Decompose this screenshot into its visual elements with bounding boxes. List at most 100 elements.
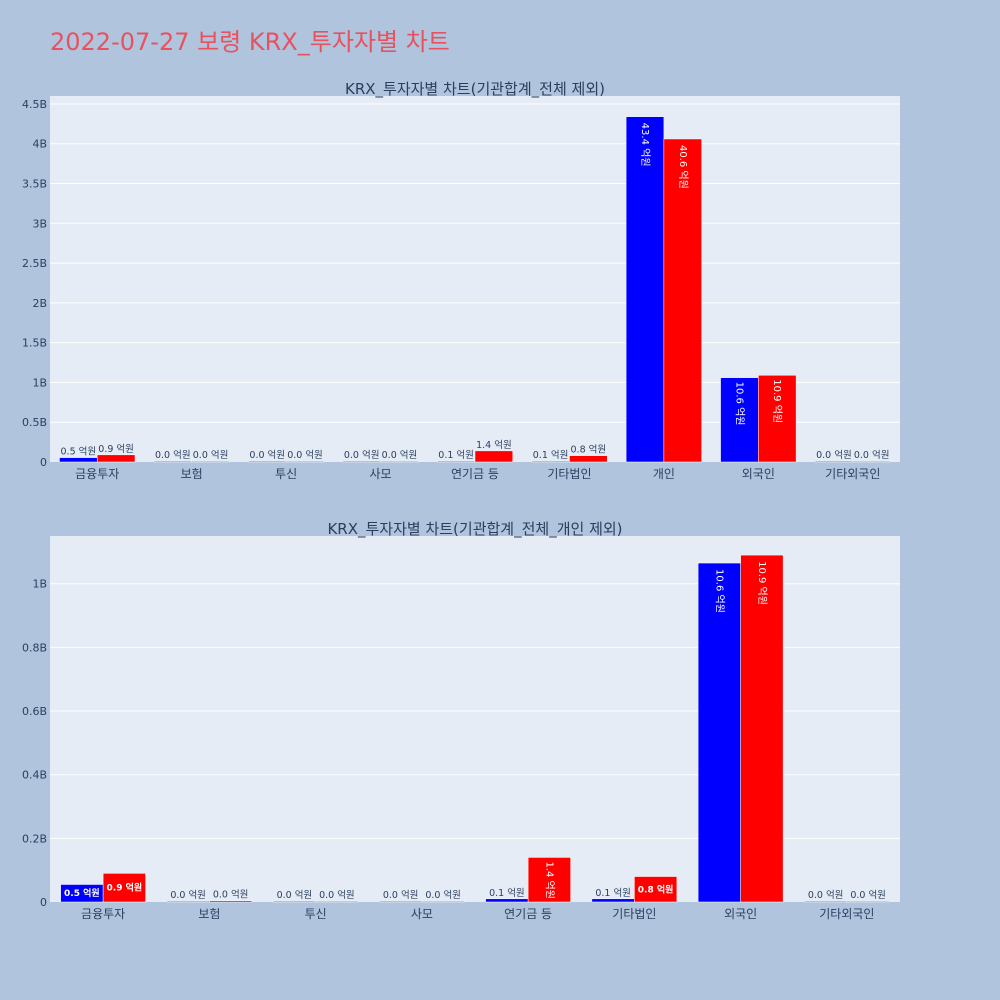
bar	[315, 900, 359, 903]
data-label: 10.9 억원	[771, 379, 783, 423]
y-tick-label: 2.5B	[22, 257, 47, 270]
bar	[342, 460, 381, 463]
bar	[814, 460, 854, 463]
bar	[153, 460, 192, 463]
y-tick-label: 0.8B	[22, 641, 47, 654]
data-label: 0.9 억원	[98, 443, 134, 455]
x-tick-label: 사모	[370, 467, 392, 481]
bar	[852, 460, 891, 463]
y-tick-label: 0.2B	[22, 832, 47, 845]
y-tick-label: 4.5B	[22, 98, 47, 111]
data-label: 0.0 억원	[170, 889, 206, 901]
bar	[102, 873, 146, 903]
bar	[697, 562, 741, 903]
data-label: 1.4 억원	[543, 861, 555, 898]
bar	[531, 460, 570, 463]
data-label: 0.0 억원	[850, 889, 886, 901]
data-label: 0.0 억원	[249, 449, 285, 461]
y-tick-label: 1.5B	[22, 337, 47, 350]
chart-title: KRX_투자자별 차트(기관합계_전체_개인 제외)	[327, 520, 622, 539]
bar	[625, 116, 665, 463]
y-tick-label: 3B	[32, 217, 47, 230]
data-label: 0.0 억원	[383, 889, 419, 901]
data-label: 0.9 억원	[107, 882, 143, 894]
bar	[474, 450, 514, 463]
chart-top: 0 0.5B 1B 1.5B 2B 2.5B 3B 3.5B 4B 4.5B KRX_투자자별 차트…	[22, 80, 900, 481]
x-tick-label: 보험	[198, 907, 220, 921]
data-label: 0.5 억원	[61, 446, 97, 458]
bar	[421, 900, 465, 903]
bar	[166, 900, 210, 903]
y-tick-label: 2B	[32, 297, 47, 310]
data-label: 0.8 억원	[638, 883, 674, 895]
bar	[485, 898, 529, 903]
data-label: 10.9 억원	[756, 561, 768, 605]
data-label: 0.1 억원	[438, 449, 474, 461]
bar	[804, 900, 848, 903]
data-label: 0.0 억원	[854, 449, 890, 461]
y-tick-label: 4B	[32, 138, 47, 151]
x-tick-label: 연기금 등	[504, 907, 552, 921]
bar	[527, 857, 571, 903]
bar	[569, 455, 608, 463]
data-label: 0.0 억원	[382, 449, 418, 461]
y-tick-label: 0.5B	[22, 416, 47, 429]
data-label: 0.0 억원	[213, 889, 249, 901]
x-tick-label: 금융투자	[75, 467, 119, 481]
chart-bottom: 0 0.2B 0.4B 0.6B 0.8B 1B KRX_투자자별 차트(기관합계_전체_개…	[22, 520, 900, 921]
data-label: 10.6 억원	[713, 569, 725, 613]
data-label: 40.6 억원	[677, 145, 689, 189]
bar	[248, 460, 287, 463]
x-tick-label: 개인	[653, 467, 675, 481]
data-label: 0.0 억원	[816, 449, 852, 461]
data-label: 0.0 억원	[193, 449, 229, 461]
data-label: 43.4 억원	[639, 123, 651, 167]
x-tick-label: 투신	[305, 907, 327, 921]
bar	[96, 454, 136, 463]
x-tick-label: 외국인	[742, 467, 775, 481]
x-tick-label: 금융투자	[81, 907, 125, 921]
data-label: 0.0 억원	[425, 889, 461, 901]
bar	[379, 900, 423, 903]
bar	[380, 460, 419, 463]
x-tick-label: 기타외국인	[825, 467, 880, 481]
x-tick-label: 투신	[275, 467, 297, 481]
bar	[272, 900, 316, 903]
data-label: 0.8 억원	[571, 444, 607, 456]
data-label: 0.1 억원	[533, 449, 569, 461]
data-label: 1.4 억원	[476, 439, 512, 451]
bar	[663, 138, 702, 463]
y-tick-label: 3.5B	[22, 178, 47, 191]
y-tick-label: 0.6B	[22, 705, 47, 718]
data-label: 10.6 억원	[733, 382, 745, 426]
x-tick-label: 기타법인	[547, 467, 591, 481]
x-tick-label: 기타외국인	[819, 907, 874, 921]
bar	[846, 900, 890, 903]
x-tick-label: 외국인	[724, 907, 757, 921]
data-label: 0.0 억원	[319, 889, 355, 901]
bar	[740, 554, 784, 903]
data-label: 0.0 억원	[155, 449, 191, 461]
y-tick-label: 0	[40, 896, 47, 909]
bar	[285, 460, 325, 463]
y-tick-label: 0	[40, 456, 47, 469]
y-tick-label: 1B	[32, 376, 47, 389]
data-label: 0.0 억원	[344, 449, 380, 461]
bar	[591, 898, 635, 903]
x-tick-label: 기타법인	[612, 907, 656, 921]
bar	[191, 460, 230, 463]
data-label: 0.5 억원	[64, 887, 100, 899]
bar	[436, 460, 476, 463]
data-label: 0.1 억원	[489, 887, 525, 899]
data-label: 0.0 억원	[808, 889, 844, 901]
x-tick-label: 사모	[411, 907, 433, 921]
chart-title: KRX_투자자별 차트(기관합계_전체 제외)	[345, 80, 605, 99]
data-label: 0.0 억원	[287, 449, 323, 461]
y-tick-label: 1B	[32, 578, 47, 591]
bar	[59, 457, 98, 463]
data-label: 0.1 억원	[595, 887, 631, 899]
bar	[209, 900, 253, 903]
bar	[634, 876, 678, 903]
x-tick-label: 연기금 등	[451, 467, 499, 481]
data-label: 0.0 억원	[277, 889, 313, 901]
